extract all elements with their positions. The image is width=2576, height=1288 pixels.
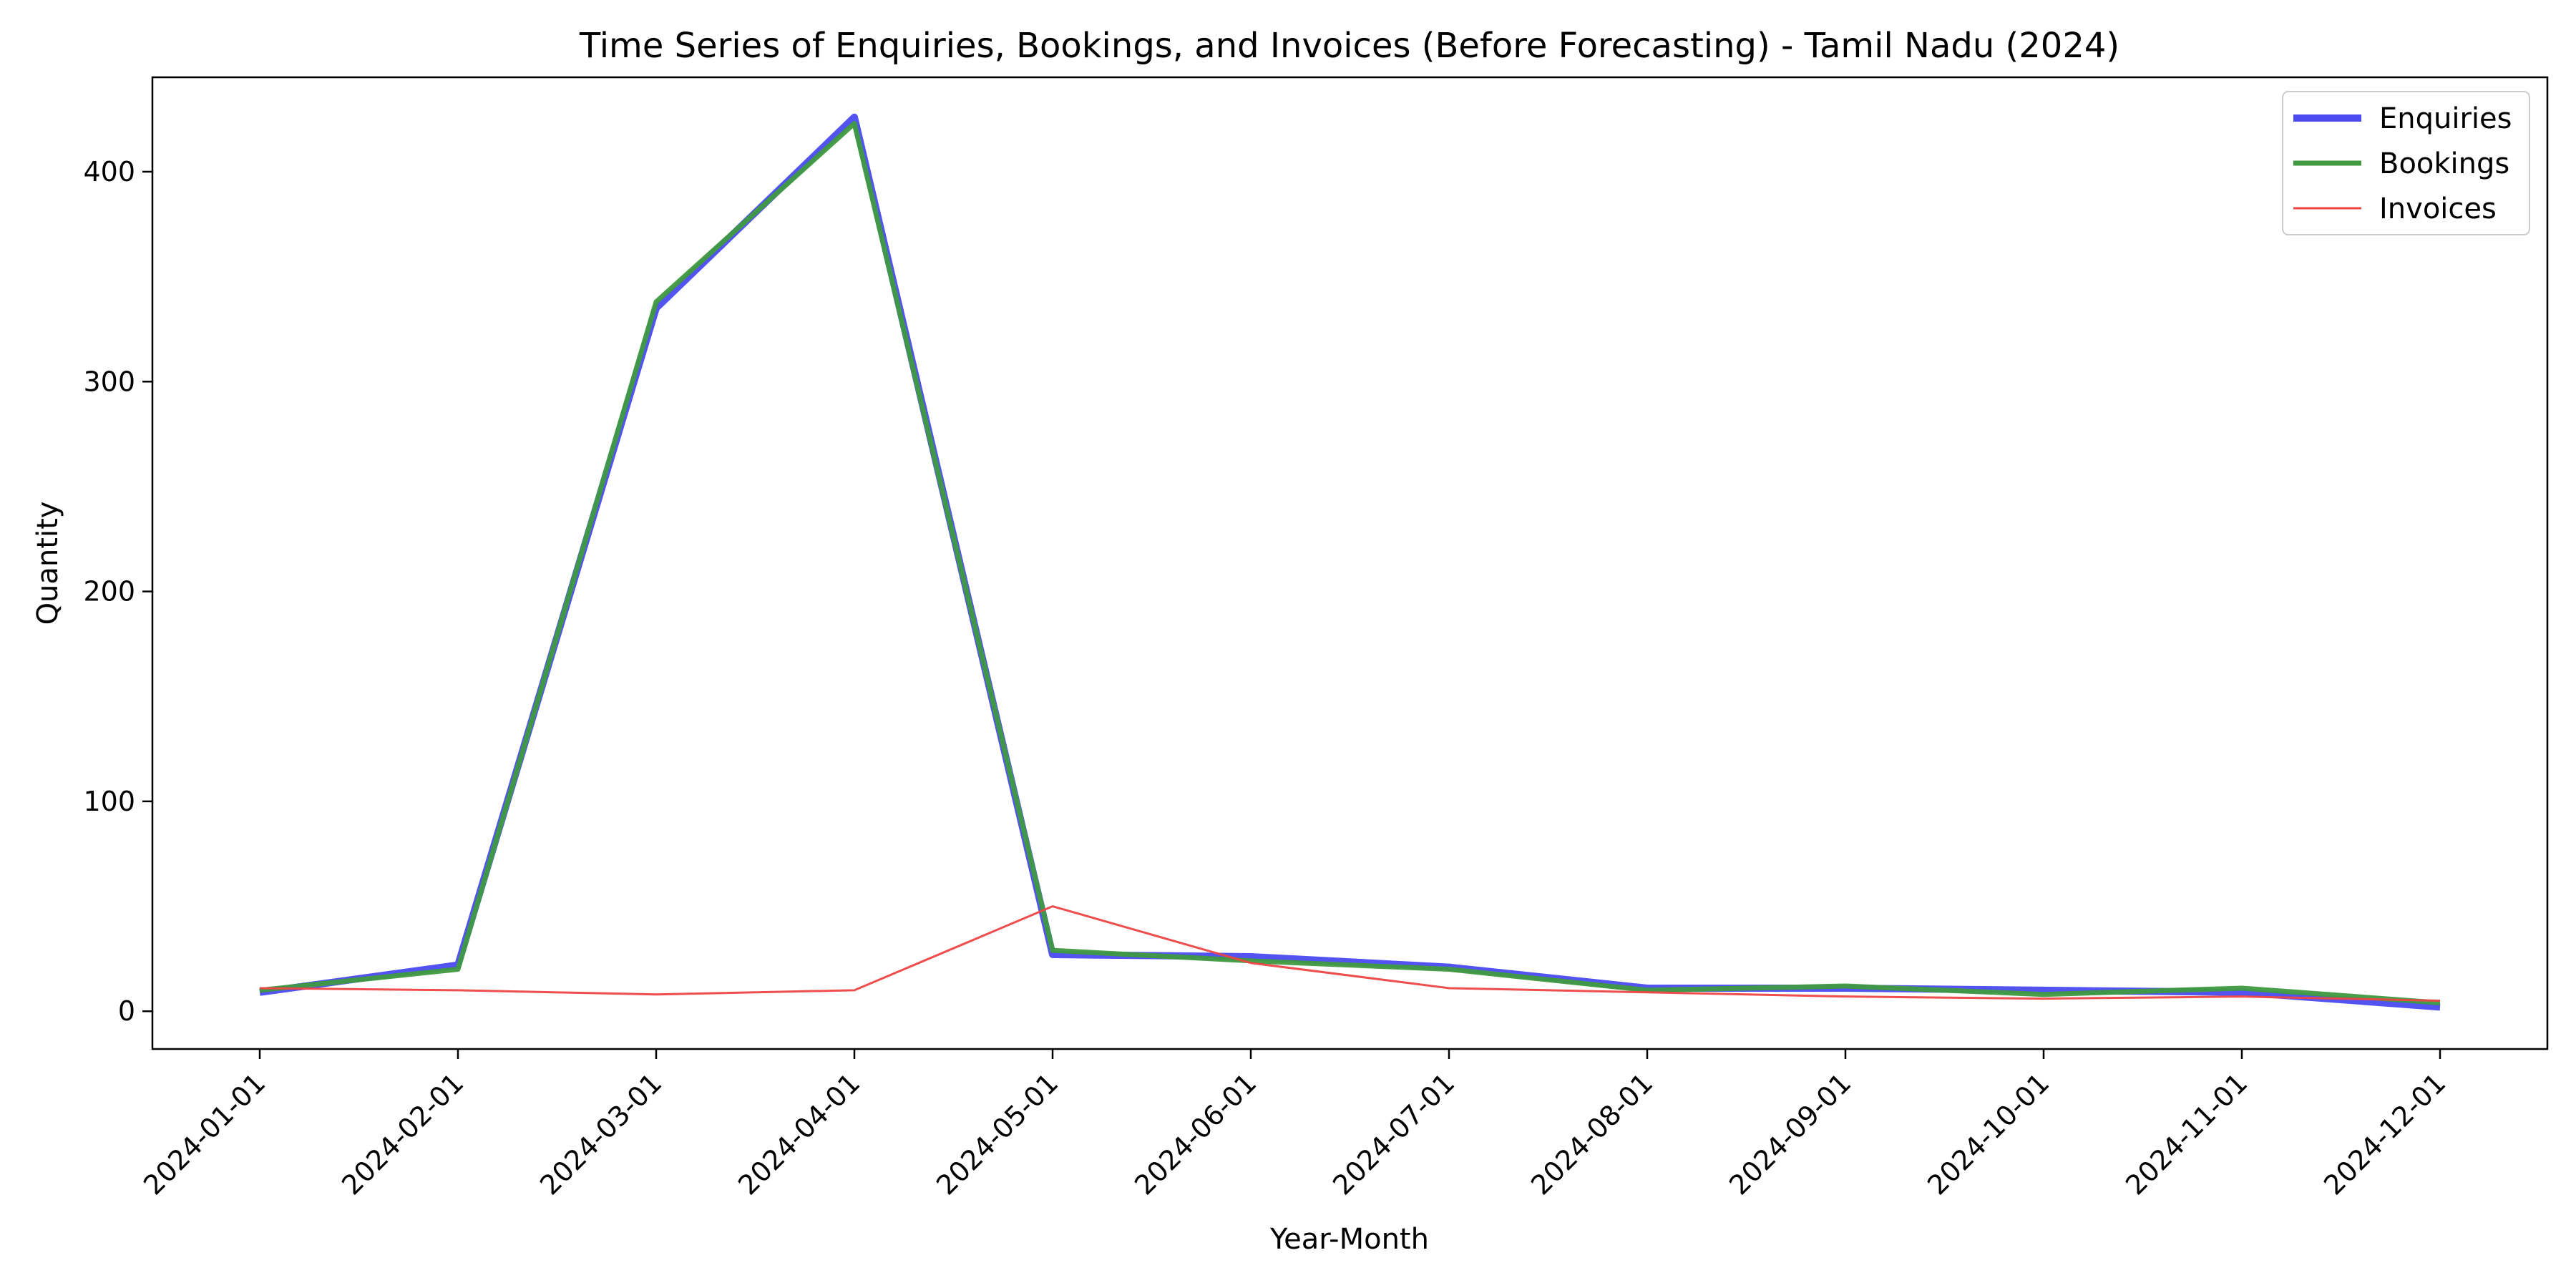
- legend-frame: [2282, 91, 2530, 235]
- y-tick-label: 400: [83, 156, 135, 187]
- y-tick-label: 300: [83, 366, 135, 397]
- plot-area-frame: [151, 76, 2549, 1050]
- y-tick-label: 0: [118, 995, 135, 1027]
- x-tick-label: 2024-11-01: [2119, 1067, 2253, 1201]
- series-line-invoices: [259, 905, 2441, 1002]
- y-tick-label: 200: [83, 576, 135, 608]
- legend: Enquiries Bookings Invoices: [2282, 91, 2530, 235]
- chart-title: Time Series of Enquiries, Bookings, and …: [579, 26, 2119, 66]
- x-tick-label: 2024-10-01: [1921, 1067, 2055, 1201]
- x-tick-label: 2024-12-01: [2318, 1067, 2451, 1201]
- legend-label-enquiries: Enquiries: [2379, 102, 2512, 135]
- x-tick-label: 2024-05-01: [930, 1067, 1064, 1201]
- x-tick-label: 2024-08-01: [1525, 1067, 1659, 1201]
- legend-label-bookings: Bookings: [2379, 147, 2509, 180]
- y-axis-title: Quantity: [31, 502, 64, 625]
- x-tick-label: 2024-03-01: [534, 1067, 668, 1201]
- x-tick-label: 2024-06-01: [1128, 1067, 1262, 1201]
- y-axis: 0 100 200 300 400: [83, 156, 152, 1027]
- series-lines: [259, 113, 2441, 1011]
- x-tick-label: 2024-07-01: [1327, 1067, 1460, 1201]
- legend-label-invoices: Invoices: [2379, 192, 2497, 225]
- series-line-bookings: [259, 121, 2441, 1005]
- x-tick-label: 2024-02-01: [336, 1067, 469, 1201]
- y-tick-label: 100: [83, 786, 135, 817]
- x-tick-label: 2024-09-01: [1723, 1067, 1857, 1201]
- x-tick-label: 2024-01-01: [137, 1067, 271, 1201]
- x-axis-title: Year-Month: [1269, 1223, 1429, 1256]
- x-tick-label: 2024-04-01: [732, 1067, 866, 1201]
- series-line-enquiries: [259, 113, 2441, 1011]
- x-axis: 2024-01-01 2024-02-01 2024-03-01 2024-04-01…: [137, 1049, 2451, 1201]
